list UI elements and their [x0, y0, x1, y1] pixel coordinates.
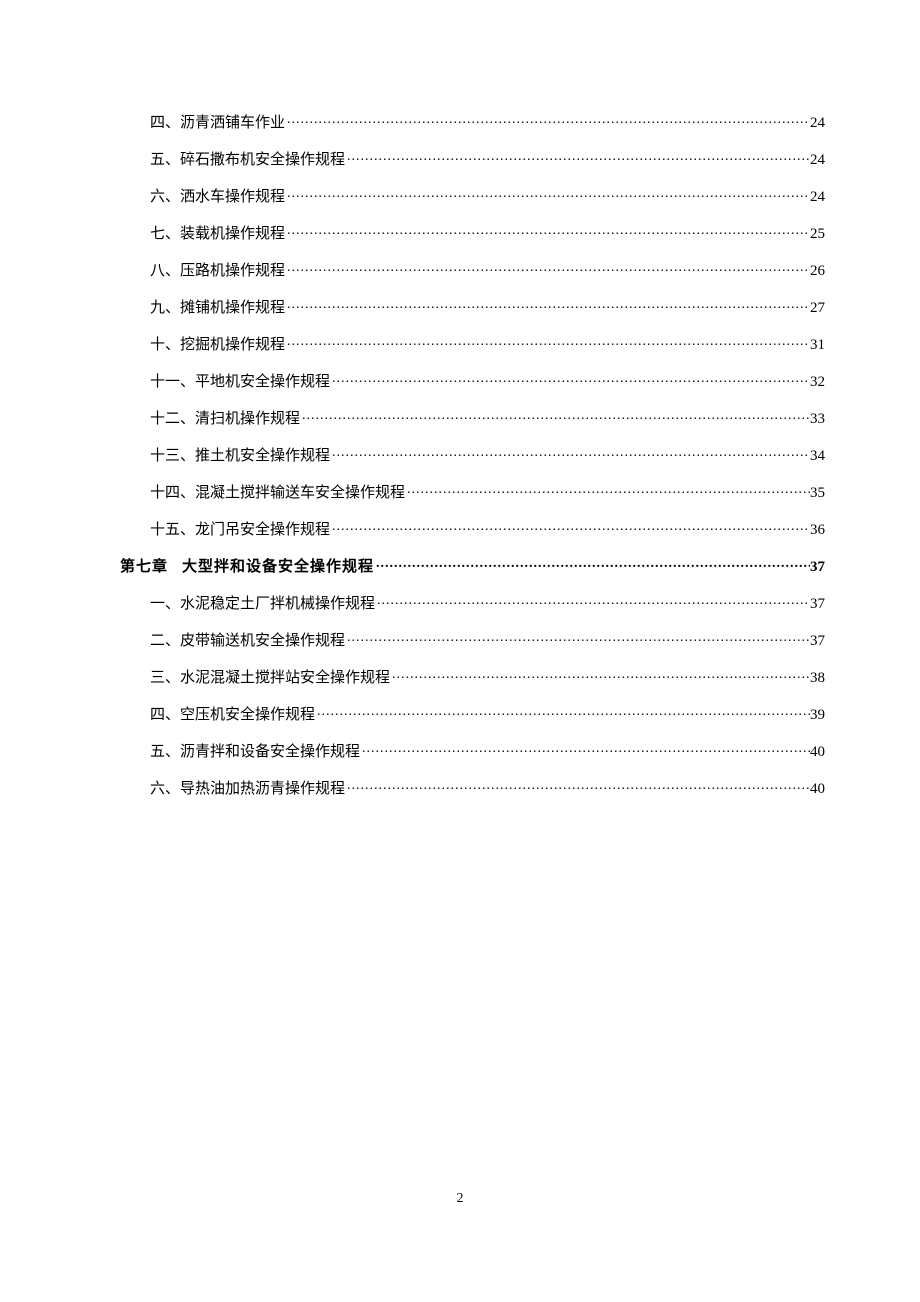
- toc-page-number: 37: [810, 634, 825, 649]
- toc-sub-label: 三、水泥混凝土搅拌站安全操作规程: [150, 671, 390, 686]
- toc-sub-label: 一、水泥稳定土厂拌机械操作规程: [150, 597, 375, 612]
- toc-leader-dots: [300, 409, 810, 423]
- toc-leader-dots: [360, 742, 810, 756]
- toc-entry: 四、空压机安全操作规程 39: [95, 705, 825, 723]
- toc-entry: 三、水泥混凝土搅拌站安全操作规程 38: [95, 668, 825, 686]
- toc-page-number: 24: [810, 116, 825, 131]
- toc-page-number: 26: [810, 264, 825, 279]
- toc-entry: 十二、清扫机操作规程 33: [95, 409, 825, 427]
- toc-chapter-label: 第七章大型拌和设备安全操作规程: [120, 560, 374, 575]
- toc-leader-dots: [330, 446, 810, 460]
- toc-entry: 九、摊铺机操作规程 27: [95, 298, 825, 316]
- toc-leader-dots: [345, 150, 810, 164]
- toc-page-number: 31: [810, 338, 825, 353]
- toc-sub-label: 十三、推土机安全操作规程: [150, 449, 330, 464]
- toc-page-number: 37: [810, 597, 825, 612]
- toc-entry: 一、水泥稳定土厂拌机械操作规程 37: [95, 594, 825, 612]
- toc-entry: 七、装载机操作规程 25: [95, 224, 825, 242]
- toc-sub-label: 八、压路机操作规程: [150, 264, 285, 279]
- toc-leader-dots: [330, 372, 810, 386]
- toc-page-number: 33: [810, 412, 825, 427]
- toc-entry: 六、导热油加热沥青操作规程 40: [95, 779, 825, 797]
- toc-page-number: 27: [810, 301, 825, 316]
- toc-page-number: 38: [810, 671, 825, 686]
- toc-entry: 六、洒水车操作规程 24: [95, 187, 825, 205]
- toc-entry: 十四、混凝土搅拌输送车安全操作规程 35: [95, 483, 825, 501]
- toc-leader-dots: [285, 298, 810, 312]
- toc-leader-dots: [285, 261, 810, 275]
- page-content: 四、沥青洒铺车作业 24 五、碎石撒布机安全操作规程 24 六、洒水车操作规程 24 七、装…: [0, 0, 920, 797]
- toc-page-number: 35: [810, 486, 825, 501]
- toc-entry: 二、皮带输送机安全操作规程 37: [95, 631, 825, 649]
- toc-page-number: 40: [810, 782, 825, 797]
- toc-sub-label: 九、摊铺机操作规程: [150, 301, 285, 316]
- toc-sub-label: 十五、龙门吊安全操作规程: [150, 523, 330, 538]
- toc-page-number: 39: [810, 708, 825, 723]
- toc-page-number: 37: [810, 560, 825, 575]
- toc-sub-label: 六、导热油加热沥青操作规程: [150, 782, 345, 797]
- toc-leader-dots: [315, 705, 810, 719]
- toc-leader-dots: [285, 224, 810, 238]
- toc-page-number: 34: [810, 449, 825, 464]
- toc-sub-label: 十四、混凝土搅拌输送车安全操作规程: [150, 486, 405, 501]
- page-number: 2: [0, 1191, 920, 1207]
- toc-sub-label: 四、沥青洒铺车作业: [150, 116, 285, 131]
- toc-entry: 五、沥青拌和设备安全操作规程 40: [95, 742, 825, 760]
- toc-entry: 十五、龙门吊安全操作规程 36: [95, 520, 825, 538]
- toc-page-number: 24: [810, 190, 825, 205]
- toc-page-number: 36: [810, 523, 825, 538]
- toc-entry: 十三、推土机安全操作规程 34: [95, 446, 825, 464]
- toc-leader-dots: [285, 187, 810, 201]
- toc-sub-label: 十一、平地机安全操作规程: [150, 375, 330, 390]
- toc-leader-dots: [330, 520, 810, 534]
- toc-leader-dots: [285, 113, 810, 127]
- toc-entry: 四、沥青洒铺车作业 24: [95, 113, 825, 131]
- toc-page-number: 24: [810, 153, 825, 168]
- toc-leader-dots: [405, 483, 810, 497]
- toc-leader-dots: [390, 668, 810, 682]
- table-of-contents: 四、沥青洒铺车作业 24 五、碎石撒布机安全操作规程 24 六、洒水车操作规程 24 七、装…: [95, 113, 825, 797]
- toc-leader-dots: [374, 557, 810, 571]
- toc-leader-dots: [285, 335, 810, 349]
- toc-leader-dots: [345, 779, 810, 793]
- toc-sub-label: 十、挖掘机操作规程: [150, 338, 285, 353]
- toc-entry: 五、碎石撒布机安全操作规程 24: [95, 150, 825, 168]
- toc-leader-dots: [345, 631, 810, 645]
- toc-entry: 十一、平地机安全操作规程 32: [95, 372, 825, 390]
- toc-entry: 八、压路机操作规程 26: [95, 261, 825, 279]
- toc-sub-label: 七、装载机操作规程: [150, 227, 285, 242]
- toc-sub-label: 二、皮带输送机安全操作规程: [150, 634, 345, 649]
- toc-page-number: 32: [810, 375, 825, 390]
- toc-sub-label: 五、沥青拌和设备安全操作规程: [150, 745, 360, 760]
- toc-sub-label: 十二、清扫机操作规程: [150, 412, 300, 427]
- toc-page-number: 25: [810, 227, 825, 242]
- toc-entry: 第七章大型拌和设备安全操作规程 37: [95, 557, 825, 575]
- toc-page-number: 40: [810, 745, 825, 760]
- toc-sub-label: 五、碎石撒布机安全操作规程: [150, 153, 345, 168]
- toc-leader-dots: [375, 594, 810, 608]
- toc-entry: 十、挖掘机操作规程 31: [95, 335, 825, 353]
- toc-sub-label: 四、空压机安全操作规程: [150, 708, 315, 723]
- toc-sub-label: 六、洒水车操作规程: [150, 190, 285, 205]
